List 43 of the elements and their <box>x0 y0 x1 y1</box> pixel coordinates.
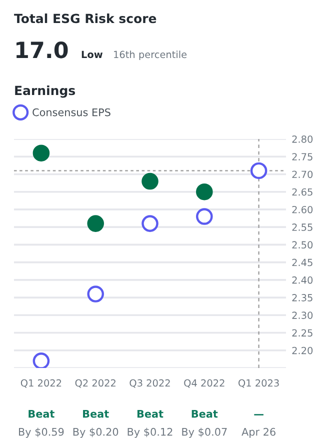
y-tick-label: 2.35 <box>292 294 312 302</box>
text: By $0.20 <box>73 428 118 438</box>
point <box>142 215 158 232</box>
text: Beat <box>28 410 54 418</box>
x-tick-label: Q3 2022 <box>130 379 170 388</box>
legend-label: Consensus EPS <box>32 108 110 116</box>
x-tick-label: Q1 2023 <box>238 379 279 388</box>
y-tick-label: 2.65 <box>292 188 312 196</box>
y-tick-label: 2.25 <box>292 329 312 337</box>
y-tick-label: 2.80 <box>292 135 313 143</box>
point <box>87 215 104 232</box>
y-tick-label: 2.55 <box>292 224 312 231</box>
y-tick-label: 2.45 <box>292 258 312 266</box>
y-tick-label: 2.40 <box>292 276 313 284</box>
text: Beat <box>192 410 218 418</box>
point <box>250 162 268 180</box>
text: Beat <box>83 410 109 418</box>
y-tick-label: 2.20 <box>292 346 313 354</box>
x-tick-label: Q1 2022 <box>20 379 62 388</box>
x-tick-label: Q2 2022 <box>75 379 116 388</box>
x-tick-label: Q4 2022 <box>184 379 224 388</box>
point <box>196 183 213 200</box>
text: 16th percentile <box>114 50 187 60</box>
text: Beat <box>137 410 164 418</box>
text: 17.0 <box>16 42 68 58</box>
text: By $0.07 <box>182 428 227 438</box>
text: Apr 26 <box>242 428 276 438</box>
point <box>196 208 213 225</box>
y-tick-label: 2.60 <box>292 206 313 214</box>
y-tick-label: 2.75 <box>292 153 312 160</box>
text: By $0.59 <box>19 428 64 438</box>
y-tick-label: 2.30 <box>292 312 313 319</box>
point <box>87 286 104 302</box>
text: Total ESG Risk score <box>14 14 156 24</box>
y-tick-label: 2.50 <box>292 241 313 249</box>
point <box>32 352 50 368</box>
point <box>142 172 158 190</box>
point <box>32 144 50 162</box>
text: — <box>254 414 264 416</box>
chart-title: Earnings <box>15 86 76 98</box>
text: Low <box>82 50 103 58</box>
y-tick-label: 2.70 <box>292 170 313 178</box>
text: By $0.12 <box>128 428 172 438</box>
